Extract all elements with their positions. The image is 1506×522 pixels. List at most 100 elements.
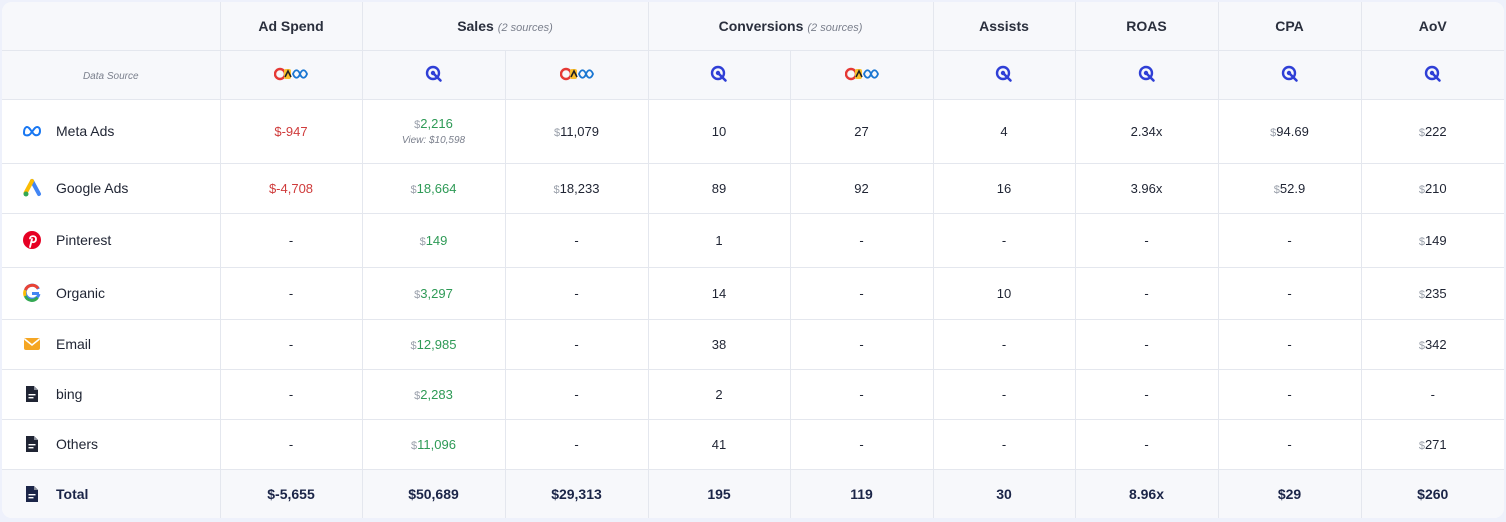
cell-value: 149 (425, 232, 448, 248)
empty-value: - (288, 285, 294, 301)
header-cpa-label: CPA (1275, 17, 1304, 34)
conversions-platform-cell: - (789, 266, 934, 320)
header-conversions[interactable]: Conversions (2 sources) (647, 2, 934, 51)
currency-symbol: $ (268, 180, 277, 196)
data-source-cell (504, 49, 649, 100)
channel-cell[interactable]: Others (2, 418, 221, 470)
header-ad-spend[interactable]: Ad Spend (219, 2, 363, 51)
sales-platform-cell: $18,233 (504, 162, 649, 214)
currency-symbol: $ (1418, 126, 1425, 139)
table-row[interactable]: Email - $12,985 - 38 - - - - $342 (2, 318, 1504, 370)
header-sales-note: (2 sources) (497, 21, 553, 34)
header-conversions-label: Conversions (718, 17, 804, 34)
cell-value: 94.69 (1276, 123, 1309, 139)
cell-value: 149 (1424, 232, 1447, 248)
google-ads-icon (22, 178, 42, 198)
cell-value: $260 (1417, 486, 1449, 503)
cell-value: 18,664 (416, 180, 457, 196)
total-sales-tracker-cell: $50,689 (361, 468, 506, 518)
table-row[interactable]: bing - $2,283 - 2 - - - - - (2, 368, 1504, 420)
currency-symbol: $ (411, 439, 418, 452)
conversions-platform-cell: - (789, 368, 934, 420)
conversions-tracker-cell: 2 (647, 368, 791, 420)
assists-cell: - (932, 212, 1076, 268)
currency-symbol: $ (414, 288, 421, 301)
currency-symbol: $ (1418, 288, 1425, 301)
currency-symbol: $ (410, 183, 417, 196)
ad-spend-cell: - (219, 418, 363, 470)
cell-value: 92 (854, 180, 869, 196)
data-source-cell (1360, 49, 1504, 100)
sales-platform-cell: $11,079 (504, 98, 649, 164)
total-label-cell: Total (2, 468, 221, 518)
cell-value: 10 (711, 123, 727, 139)
google-icon (22, 283, 42, 303)
tracker-target-icon (1138, 65, 1156, 83)
aov-cell: - (1360, 368, 1504, 420)
roas-cell: - (1074, 368, 1219, 420)
conversions-tracker-cell: 10 (647, 98, 791, 164)
empty-value: - (574, 436, 579, 452)
tracker-target-icon (425, 65, 443, 83)
header-aov[interactable]: AoV (1360, 2, 1504, 51)
total-aov-cell: $260 (1360, 468, 1504, 518)
empty-value: - (1287, 285, 1292, 301)
cell-value: 41 (711, 436, 727, 452)
channel-cell[interactable]: Google Ads (2, 162, 221, 214)
sales-tracker-cell: $12,985 (361, 318, 506, 370)
cell-value: $50,689 (408, 486, 459, 503)
sales-platform-cell: - (504, 266, 649, 320)
conversions-tracker-cell: 1 (647, 212, 791, 268)
cell-value: 2 (715, 386, 723, 402)
cell-value: $29,313 (551, 486, 602, 503)
cell-value: -947 (281, 123, 308, 139)
empty-value: - (1001, 386, 1007, 402)
assists-cell: 16 (932, 162, 1076, 214)
header-roas-label: ROAS (1126, 17, 1167, 34)
total-label: Total (56, 486, 89, 503)
empty-value: - (1001, 436, 1007, 452)
cell-value: 235 (1424, 285, 1447, 301)
channel-cell[interactable]: Pinterest (2, 212, 221, 268)
empty-value: - (859, 285, 864, 301)
channel-cell[interactable]: Organic (2, 266, 221, 320)
document-icon (22, 484, 42, 504)
currency-symbol: $ (274, 123, 282, 139)
conversions-platform-cell: 92 (789, 162, 934, 214)
table-row[interactable]: Google Ads $-4,708 $18,664 $18,233 89 92 16 3.9… (2, 162, 1504, 214)
header-sales[interactable]: Sales (2 sources) (361, 2, 649, 51)
roas-cell: 3.96x (1074, 162, 1219, 214)
table-row[interactable]: Meta Ads $-947 $2,216 View: $10,598 $11,079 1… (2, 98, 1504, 164)
empty-value: - (574, 232, 579, 248)
table-row[interactable]: Pinterest - $149 - 1 - - - - $149 (2, 212, 1504, 268)
cell-value: 2,283 (420, 386, 453, 402)
document-icon (22, 434, 42, 454)
cpa-cell: - (1217, 212, 1362, 268)
header-corner (2, 2, 221, 51)
cell-value: 2.34x (1130, 123, 1163, 139)
header-roas[interactable]: ROAS (1074, 2, 1219, 51)
data-source-cell (789, 49, 934, 100)
cell-value: 12,985 (416, 336, 457, 352)
channel-cell[interactable]: bing (2, 368, 221, 420)
header-sales-label: Sales (457, 17, 494, 34)
data-source-cell (647, 49, 791, 100)
header-assists[interactable]: Assists (932, 2, 1076, 51)
empty-value: - (288, 232, 294, 248)
roas-cell: - (1074, 212, 1219, 268)
cell-value: 210 (1424, 180, 1447, 196)
channel-cell[interactable]: Email (2, 318, 221, 370)
table-row[interactable]: Organic - $3,297 - 14 - 10 - - $235 (2, 266, 1504, 320)
multi-platform-logo-icon (844, 66, 879, 82)
cell-value: 27 (854, 123, 869, 139)
channel-cell[interactable]: Meta Ads (2, 98, 221, 164)
view-through-value: View: $10,598 (401, 135, 466, 146)
conversions-tracker-cell: 41 (647, 418, 791, 470)
data-source-cell (1074, 49, 1219, 100)
cell-value: 271 (1424, 436, 1447, 452)
table-row[interactable]: Others - $11,096 - 41 - - - - $271 (2, 418, 1504, 470)
cell-value: 89 (711, 180, 727, 196)
cell-value: 2,216 (420, 116, 453, 131)
header-cpa[interactable]: CPA (1217, 2, 1362, 51)
sales-tracker-cell: $11,096 (361, 418, 506, 470)
